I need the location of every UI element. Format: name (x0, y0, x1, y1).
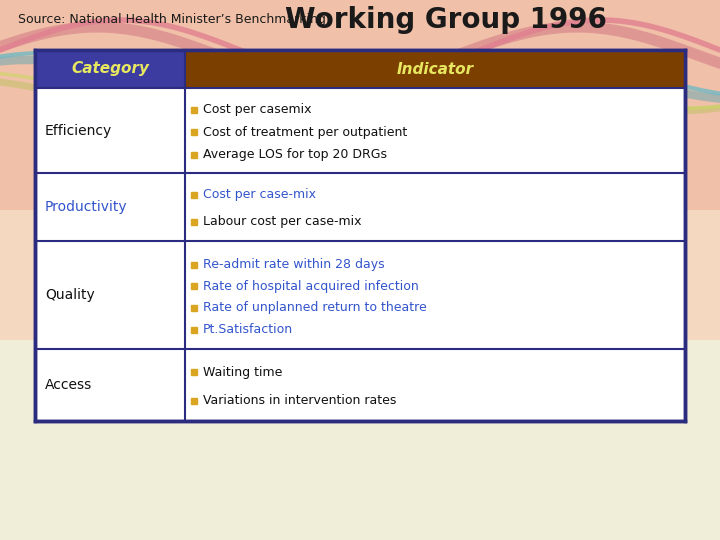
Text: Variations in intervention rates: Variations in intervention rates (203, 394, 397, 407)
Text: Category: Category (71, 62, 149, 77)
FancyBboxPatch shape (0, 210, 720, 340)
FancyBboxPatch shape (185, 50, 685, 88)
Text: Rate of hospital acquired infection: Rate of hospital acquired infection (203, 280, 419, 293)
Text: Labour cost per case-mix: Labour cost per case-mix (203, 215, 361, 228)
Text: Quality: Quality (45, 288, 95, 302)
FancyBboxPatch shape (35, 50, 685, 421)
Text: Waiting time: Waiting time (203, 366, 282, 379)
Text: Cost per case-mix: Cost per case-mix (203, 188, 316, 201)
Text: Indicator: Indicator (397, 62, 474, 77)
Text: Average LOS for top 20 DRGs: Average LOS for top 20 DRGs (203, 148, 387, 161)
Text: Rate of unplanned return to theatre: Rate of unplanned return to theatre (203, 301, 427, 314)
FancyBboxPatch shape (35, 50, 185, 88)
Text: Pt.Satisfaction: Pt.Satisfaction (203, 323, 293, 336)
Text: Source: National Health Minister’s Benchmarking: Source: National Health Minister’s Bench… (18, 14, 326, 26)
Text: Productivity: Productivity (45, 200, 127, 214)
Text: Cost per casemix: Cost per casemix (203, 103, 312, 116)
Text: Access: Access (45, 378, 92, 392)
FancyBboxPatch shape (0, 340, 720, 540)
Text: Cost of treatment per outpatient: Cost of treatment per outpatient (203, 126, 408, 139)
Text: Re-admit rate within 28 days: Re-admit rate within 28 days (203, 258, 384, 271)
Text: Efficiency: Efficiency (45, 124, 112, 138)
Text: Working Group 1996: Working Group 1996 (285, 6, 607, 34)
FancyBboxPatch shape (0, 0, 720, 210)
